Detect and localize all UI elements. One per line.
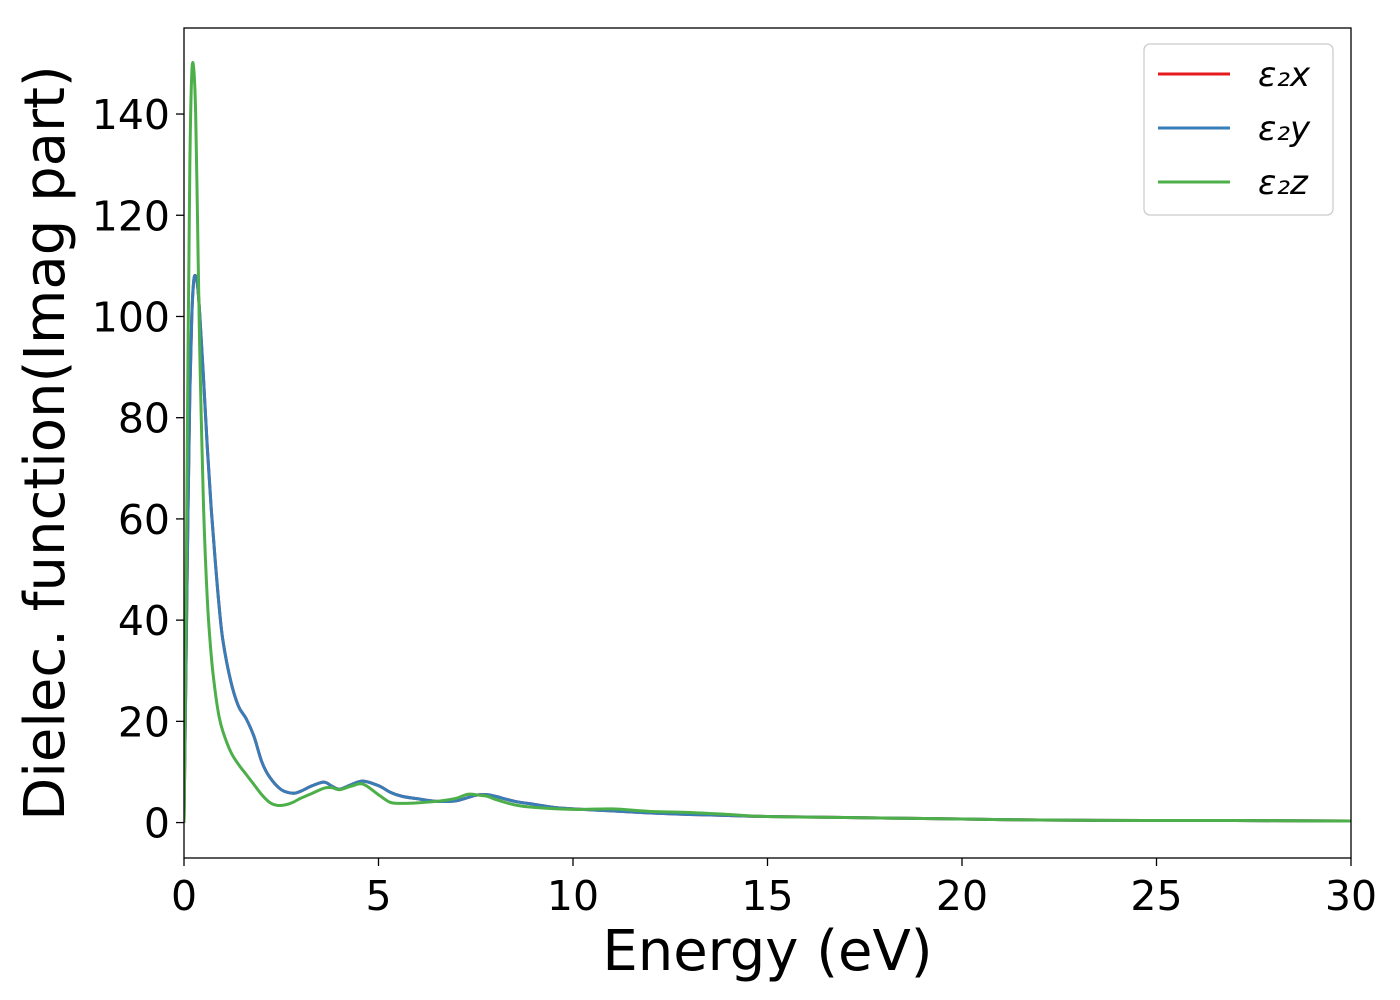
- y-tick-label: 100: [92, 293, 170, 341]
- y-tick-label: 120: [92, 192, 170, 240]
- legend-label: ε₂y: [1258, 109, 1311, 149]
- x-tick-label: 30: [1325, 872, 1377, 920]
- x-tick-label: 25: [1130, 872, 1182, 920]
- series-line-2: [184, 273, 1351, 823]
- x-axis-title: Energy (eV): [602, 919, 932, 984]
- x-tick-label: 10: [547, 872, 599, 920]
- legend-box: [1143, 43, 1334, 216]
- y-tick-label: 60: [118, 496, 170, 544]
- y-tick-label: 0: [144, 800, 170, 848]
- series-line-1: [184, 273, 1351, 823]
- x-axis: 0 5 10 15 20 25 30: [171, 858, 1377, 920]
- x-tick-label: 5: [365, 872, 391, 920]
- y-tick-label: 140: [92, 91, 170, 139]
- x-tick-label: 15: [741, 872, 793, 920]
- y-tick-label: 20: [118, 698, 170, 746]
- x-tick-label: 0: [171, 872, 197, 920]
- y-tick-label: 80: [118, 395, 170, 443]
- x-tick-label: 20: [936, 872, 988, 920]
- y-axis: 0 20 40 60 80 100 120 140: [92, 91, 184, 848]
- legend-label: ε₂x: [1258, 55, 1311, 95]
- y-axis-title: Dielec. function(Imag part): [13, 65, 78, 821]
- y-tick-label: 40: [118, 597, 170, 645]
- legend-label: ε₂z: [1258, 163, 1309, 203]
- legend: ε₂x ε₂y ε₂z: [1143, 43, 1334, 216]
- series-line-3: [184, 60, 1351, 823]
